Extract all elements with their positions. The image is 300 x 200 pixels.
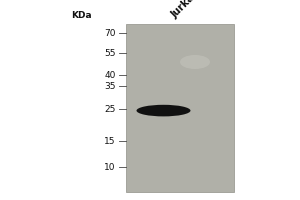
Text: KDa: KDa [71,11,91,20]
Ellipse shape [180,55,210,69]
Text: 40: 40 [104,71,116,79]
Text: 55: 55 [104,48,116,58]
Text: 70: 70 [104,28,116,38]
Ellipse shape [136,105,190,116]
Text: 25: 25 [104,104,116,114]
Text: 10: 10 [104,162,116,171]
Text: Jurkat: Jurkat [169,0,200,20]
Text: 35: 35 [104,82,116,90]
FancyBboxPatch shape [126,24,234,192]
Text: 15: 15 [104,136,116,146]
